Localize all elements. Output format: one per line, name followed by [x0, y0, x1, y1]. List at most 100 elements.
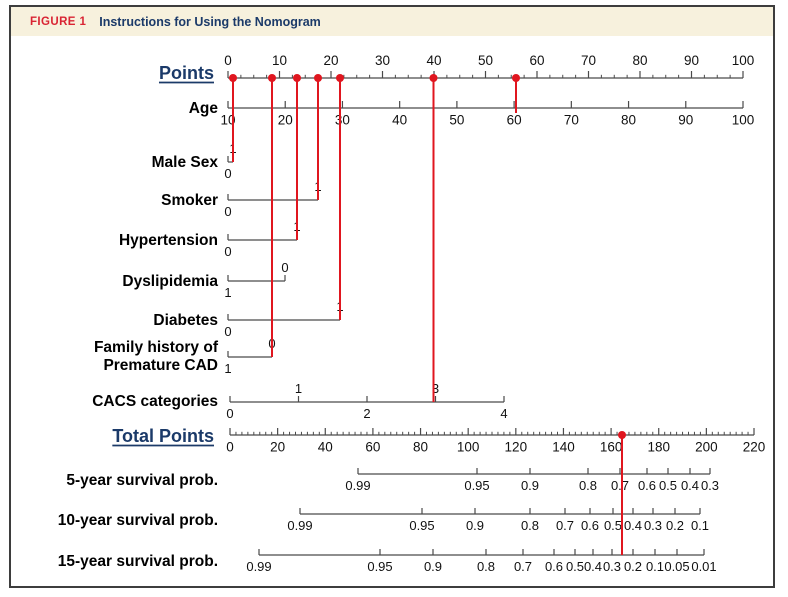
row-label-family-history: Premature CAD: [103, 357, 218, 374]
tick-label-points: 50: [478, 53, 493, 68]
row-label-cacs: CACS categories: [92, 393, 218, 410]
tick-label-total-points: 140: [552, 440, 575, 455]
tick-label-surv10: 0.6: [581, 518, 599, 533]
example-marker-dot: [429, 74, 438, 82]
tick-label-points: 60: [529, 53, 544, 68]
tick-label-age: 30: [335, 113, 350, 128]
tick-label-cacs: 3: [432, 381, 439, 396]
tick-label-surv15: 0.1: [646, 559, 664, 574]
tick-label-surv5: 0.3: [701, 478, 719, 493]
tick-label-total-points: 40: [318, 440, 333, 455]
tick-label-surv10: 0.9: [466, 518, 484, 533]
tick-label-total-points: 60: [365, 440, 380, 455]
row-label-points: Points: [159, 63, 214, 83]
example-marker-dot: [512, 74, 520, 82]
tick-label-points: 100: [732, 53, 755, 68]
example-marker-dot: [314, 74, 322, 82]
tick-label-points: 10: [272, 53, 287, 68]
tick-label-hypertension: 0: [224, 244, 231, 259]
tick-label-total-points: 20: [270, 440, 285, 455]
tick-label-age: 60: [507, 113, 522, 128]
tick-label-surv10: 0.2: [666, 518, 684, 533]
tick-label-points: 20: [323, 53, 338, 68]
figure-header: FIGURE 1 Instructions for Using the Nomo…: [11, 7, 773, 36]
tick-label-surv15: 0.01: [691, 559, 716, 574]
tick-label-total-points: 80: [413, 440, 428, 455]
tick-label-points: 90: [684, 53, 699, 68]
row-label-surv10: 10-year survival prob.: [58, 512, 218, 529]
tick-label-age: 10: [220, 113, 235, 128]
tick-label-diabetes: 0: [224, 324, 231, 339]
tick-label-cacs: 4: [500, 406, 507, 421]
row-label-male-sex: Male Sex: [152, 154, 219, 171]
tick-label-points: 70: [581, 53, 596, 68]
example-marker-dot: [293, 74, 301, 82]
tick-label-age: 90: [678, 113, 693, 128]
tick-label-age: 100: [732, 113, 755, 128]
tick-label-total-points: 180: [647, 440, 670, 455]
tick-label-age: 70: [564, 113, 579, 128]
figure-border: [9, 5, 775, 588]
tick-label-cacs: 2: [363, 406, 370, 421]
tick-label-surv5: 0.95: [464, 478, 489, 493]
tick-label-surv5: 0.4: [681, 478, 699, 493]
row-label-hypertension: Hypertension: [119, 232, 218, 249]
row-label-surv5: 5-year survival prob.: [66, 472, 218, 489]
tick-label-cacs: 0: [226, 406, 233, 421]
tick-label-surv15: 0.3: [603, 559, 621, 574]
tick-label-surv10: 0.95: [409, 518, 434, 533]
row-label-total-points: Total Points: [112, 426, 214, 446]
tick-label-surv5: 0.8: [579, 478, 597, 493]
row-label-age: Age: [189, 100, 219, 117]
tick-label-age: 50: [449, 113, 464, 128]
tick-label-surv15: 0.5: [566, 559, 584, 574]
tick-label-dyslipidemia: 0: [281, 260, 288, 275]
tick-label-surv10: 0.5: [604, 518, 622, 533]
row-label-surv15: 15-year survival prob.: [58, 553, 218, 570]
tick-label-total-points: 160: [600, 440, 623, 455]
tick-label-surv15: 0.05: [664, 559, 689, 574]
tick-label-family-history: 1: [224, 361, 231, 376]
tick-label-surv10: 0.8: [521, 518, 539, 533]
tick-label-surv15: 0.95: [367, 559, 392, 574]
tick-label-male-sex: 0: [224, 166, 231, 181]
tick-label-smoker: 0: [224, 204, 231, 219]
tick-label-total-points: 220: [743, 440, 766, 455]
tick-label-surv15: 0.9: [424, 559, 442, 574]
tick-label-points: 80: [632, 53, 647, 68]
tick-label-surv15: 0.8: [477, 559, 495, 574]
tick-label-surv5: 0.7: [611, 478, 629, 493]
tick-label-total-points: 100: [457, 440, 480, 455]
tick-label-surv15: 0.6: [545, 559, 563, 574]
figure-title: Instructions for Using the Nomogram: [99, 14, 321, 29]
tick-label-age: 80: [621, 113, 636, 128]
tick-label-dyslipidemia: 1: [224, 285, 231, 300]
tick-label-total-points: 0: [226, 440, 234, 455]
tick-label-cacs: 1: [295, 381, 302, 396]
row-label-dyslipidemia: Dyslipidemia: [122, 273, 218, 290]
row-label-smoker: Smoker: [161, 192, 218, 209]
tick-label-age: 20: [278, 113, 293, 128]
example-marker-dot: [618, 431, 626, 439]
tick-label-surv5: 0.9: [521, 478, 539, 493]
example-marker-dot: [336, 74, 344, 82]
tick-label-surv5: 0.99: [345, 478, 370, 493]
tick-label-surv5: 0.6: [638, 478, 656, 493]
tick-label-surv15: 0.7: [514, 559, 532, 574]
tick-label-points: 40: [426, 53, 441, 68]
tick-label-surv10: 0.1: [691, 518, 709, 533]
tick-label-surv5: 0.5: [659, 478, 677, 493]
figure-tag: FIGURE 1: [30, 15, 87, 28]
tick-label-surv15: 0.2: [624, 559, 642, 574]
tick-label-age: 40: [392, 113, 407, 128]
tick-label-total-points: 120: [505, 440, 528, 455]
tick-label-surv10: 0.99: [287, 518, 312, 533]
tick-label-surv10: 0.7: [556, 518, 574, 533]
row-label-family-history: Family history of: [94, 339, 219, 356]
example-marker-dot: [268, 74, 276, 82]
row-label-diabetes: Diabetes: [153, 312, 218, 329]
tick-label-surv15: 0.4: [584, 559, 602, 574]
tick-label-surv10: 0.3: [644, 518, 662, 533]
